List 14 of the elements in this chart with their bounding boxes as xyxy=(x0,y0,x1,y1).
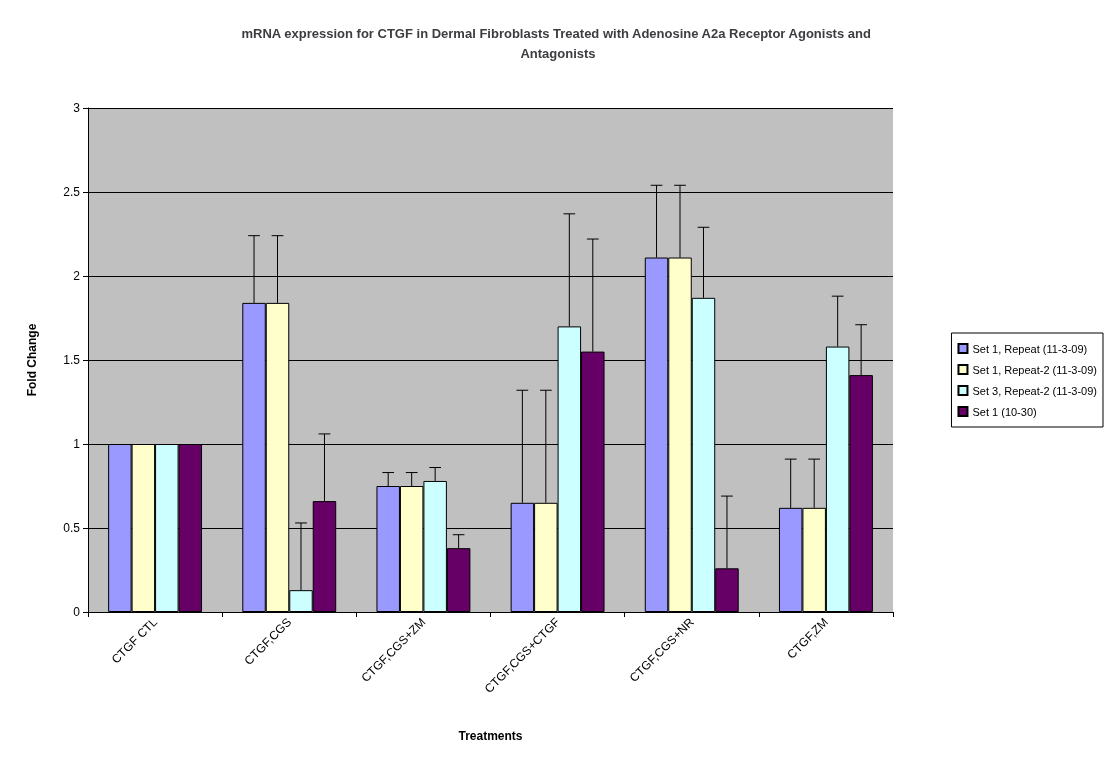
legend-label: Set 1 (10-30) xyxy=(972,405,1037,418)
legend-label: Set 3, Repeat-2 (11-3-09) xyxy=(972,384,1097,397)
x-axis-title: Treatments xyxy=(458,729,523,743)
chart-title: mRNA expression for CTGF in Dermal Fibroblasts Treated with Adenosine A2a Receptor Agonists and Antagonists xyxy=(241,25,875,61)
y-tick-label: 0.5 xyxy=(63,521,81,535)
y-tick-label: 2 xyxy=(73,269,81,283)
y-tick-label: 0 xyxy=(73,605,81,619)
y-axis-title: Fold Change xyxy=(25,323,39,397)
y-tick-label: 2.5 xyxy=(63,185,81,199)
y-tick-label: 1.5 xyxy=(63,353,81,367)
y-tick-label: 1 xyxy=(73,437,81,451)
legend-label: Set 1, Repeat (11-3-09) xyxy=(972,342,1088,355)
y-tick-label: 3 xyxy=(73,101,81,115)
legend-label: Set 1, Repeat-2 (11-3-09) xyxy=(972,363,1097,376)
